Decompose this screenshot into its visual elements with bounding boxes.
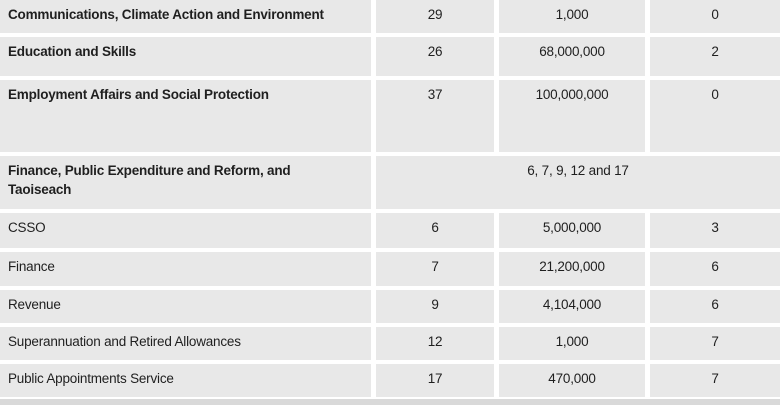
table-row: Communications, Climate Action and Envir… (0, 0, 780, 33)
department-cell: Education and Skills (0, 37, 371, 76)
amount-cell: 470,000 (499, 364, 645, 397)
department-cell: Finance (0, 252, 371, 286)
table-row: Superannuation and Retired Allowances 12… (0, 327, 780, 360)
table-row: Finance 7 21,200,000 6 (0, 252, 780, 286)
amount-cell: 5,000,000 (499, 213, 645, 248)
vote-number-cell: 7 (376, 252, 494, 286)
count-cell: 0 (650, 80, 780, 152)
vote-number-cell: 29 (376, 0, 494, 33)
count-cell: 7 (650, 327, 780, 360)
vote-number-cell: 17 (376, 364, 494, 397)
amount-cell: 21,200,000 (499, 252, 645, 286)
count-cell: 3 (650, 213, 780, 248)
vote-number-cell: 12 (376, 327, 494, 360)
amount-cell: 4,104,000 (499, 290, 645, 323)
table-row: Education and Skills 26 68,000,000 2 (0, 37, 780, 76)
table-row: CSSO 6 5,000,000 3 (0, 213, 780, 248)
amount-cell: 1,000 (499, 0, 645, 33)
amount-cell: 100,000,000 (499, 80, 645, 152)
vote-number-cell: 26 (376, 37, 494, 76)
table-row: Finance, Public Expenditure and Reform, … (0, 156, 780, 209)
department-cell: Public Appointments Service (0, 364, 371, 397)
count-cell: 6 (650, 290, 780, 323)
table-row: Public Appointments Service 17 470,000 7 (0, 364, 780, 397)
count-cell: 6 (650, 252, 780, 286)
department-cell: Communications, Climate Action and Envir… (0, 0, 371, 33)
department-cell: Superannuation and Retired Allowances (0, 327, 371, 360)
vote-number-cell: 37 (376, 80, 494, 152)
count-cell: 2 (650, 37, 780, 76)
count-cell: 7 (650, 364, 780, 397)
department-cell: Revenue (0, 290, 371, 323)
department-cell: Finance, Public Expenditure and Reform, … (0, 156, 371, 209)
vote-number-cell: 6 (376, 213, 494, 248)
merged-votes-cell: 6, 7, 9, 12 and 17 (376, 156, 780, 209)
table-row: Employment Affairs and Social Protection… (0, 80, 780, 152)
count-cell: 0 (650, 0, 780, 33)
table-bottom-border (0, 399, 780, 405)
amount-cell: 1,000 (499, 327, 645, 360)
amount-cell: 68,000,000 (499, 37, 645, 76)
table-row: Revenue 9 4,104,000 6 (0, 290, 780, 323)
department-cell: Employment Affairs and Social Protection (0, 80, 371, 152)
department-cell: CSSO (0, 213, 371, 248)
vote-number-cell: 9 (376, 290, 494, 323)
